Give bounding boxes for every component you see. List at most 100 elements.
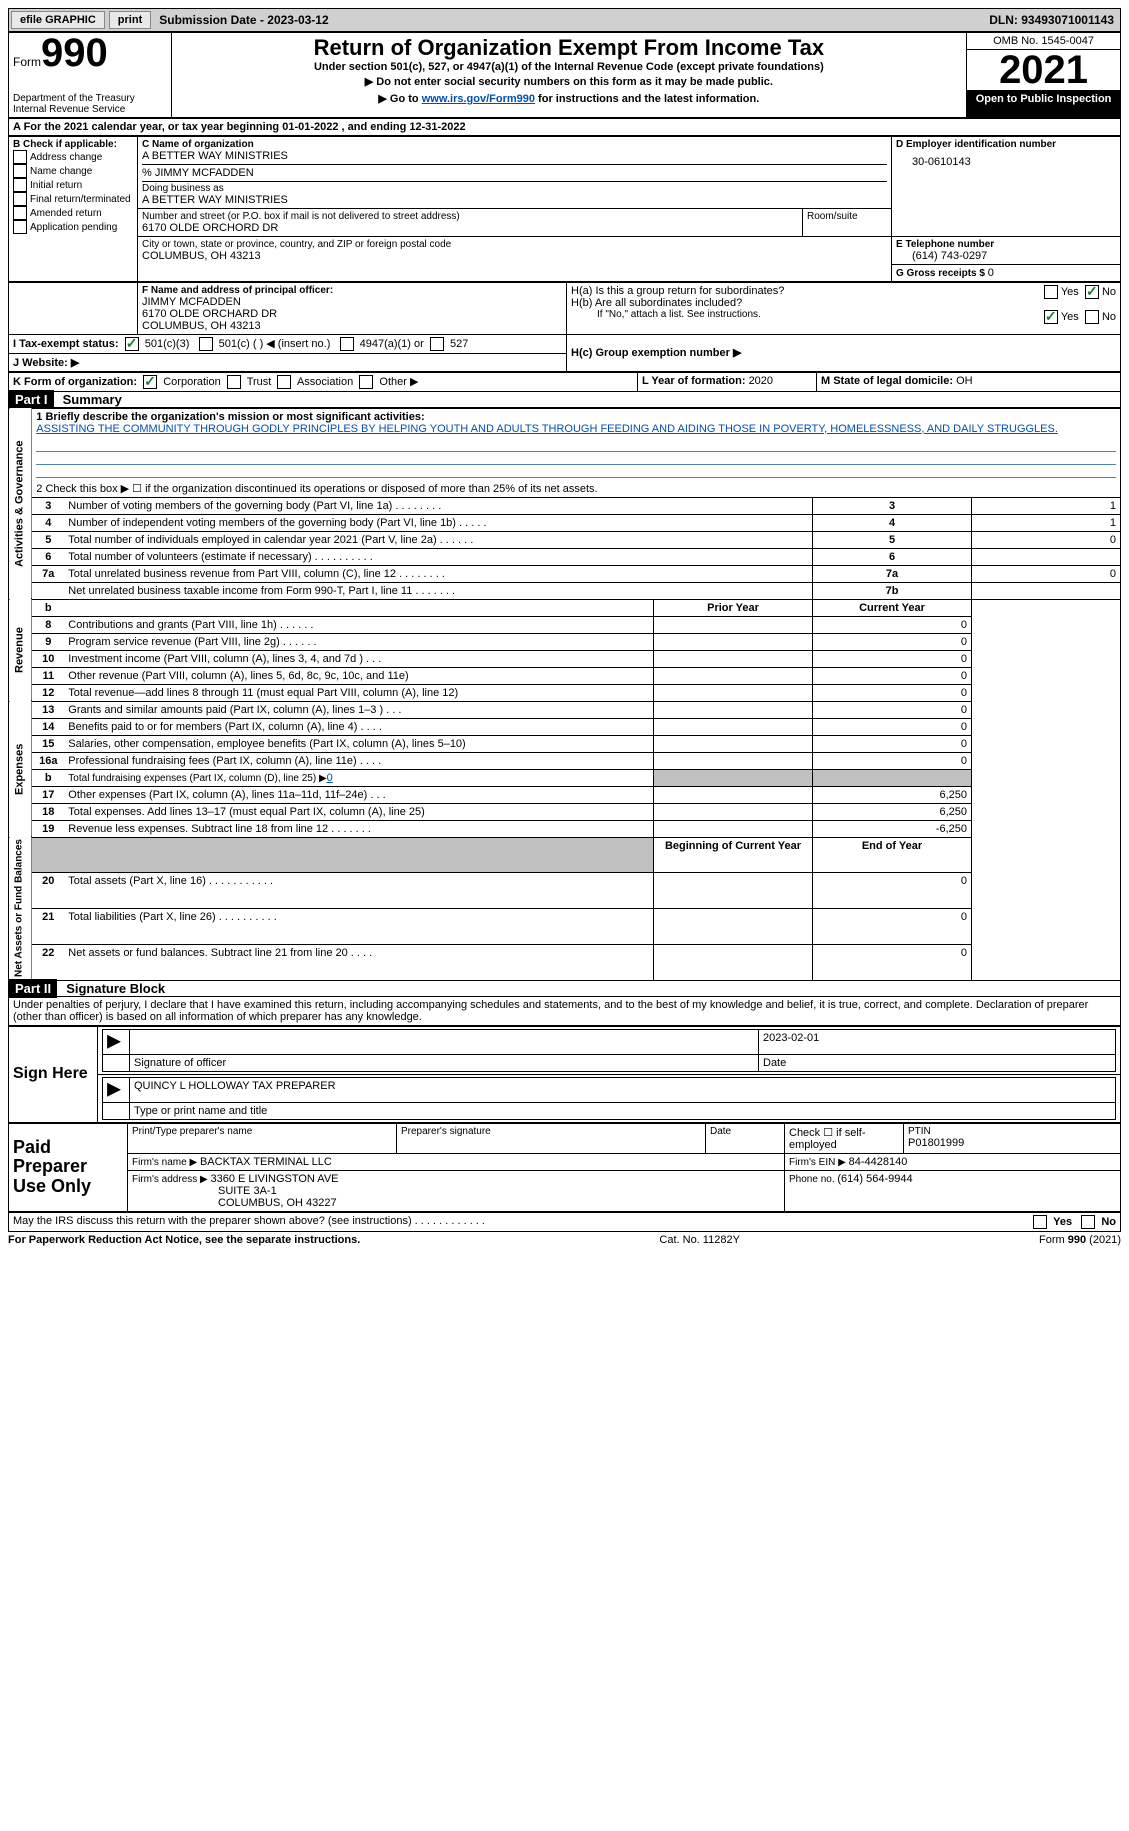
form-subtitle: Under section 501(c), 527, or 4947(a)(1)… <box>176 61 963 73</box>
expense-row-14: 14 Benefits paid to or for members (Part… <box>9 718 1121 735</box>
b-label: B Check if applicable: <box>13 139 133 150</box>
prep-phone: (614) 564-9944 <box>837 1173 912 1185</box>
irs-link[interactable]: www.irs.gov/Form990 <box>422 93 535 105</box>
tax-year: 2021 <box>967 50 1120 90</box>
part1-header: Part I Summary <box>8 392 1121 408</box>
sig-arrow-icon: ▸ <box>107 1024 121 1055</box>
officer-print-name: QUINCY L HOLLOWAY TAX PREPARER <box>130 1077 1116 1102</box>
checkbox-527[interactable] <box>430 337 444 351</box>
officer-addr2: COLUMBUS, OH 43213 <box>142 320 562 332</box>
form-footer: Form 990 (2021) <box>1039 1234 1121 1246</box>
mission-text: ASSISTING THE COMMUNITY THROUGH GODLY PR… <box>36 423 1116 435</box>
checkbox-ha-yes[interactable] <box>1044 285 1058 299</box>
summary-row-5: 5 Total number of individuals employed i… <box>9 531 1121 548</box>
form-word: Form <box>13 55 41 69</box>
e-phone-label: E Telephone number <box>896 239 1116 250</box>
m-label: M State of legal domicile: <box>821 375 956 387</box>
sign-here-label: Sign Here <box>13 1065 93 1083</box>
line-a-table: A For the 2021 calendar year, or tax yea… <box>8 118 1121 136</box>
checkbox-final[interactable] <box>13 192 27 206</box>
checkbox-corp[interactable] <box>143 375 157 389</box>
perjury-statement: Under penalties of perjury, I declare th… <box>8 997 1121 1026</box>
city-label: City or town, state or province, country… <box>142 239 887 250</box>
ein-value: 30-0610143 <box>896 150 1116 168</box>
m-value: OH <box>956 375 973 387</box>
form-header-table: Form990 Return of Organization Exempt Fr… <box>8 32 1121 118</box>
revenue-row-9: 9 Program service revenue (Part VIII, li… <box>9 633 1121 650</box>
checkbox-hb-no[interactable] <box>1085 310 1099 324</box>
vert-activities-governance: Activities & Governance <box>9 408 32 599</box>
street-label: Number and street (or P.O. box if mail i… <box>142 211 798 222</box>
checkbox-initial[interactable] <box>13 178 27 192</box>
checkbox-assoc[interactable] <box>277 375 291 389</box>
k-label: K Form of organization: <box>13 376 137 388</box>
checkbox-4947[interactable] <box>340 337 354 351</box>
expense-row-16a: 16a Professional fundraising fees (Part … <box>9 752 1121 769</box>
expense-row-18: 18 Total expenses. Add lines 13–17 (must… <box>9 803 1121 820</box>
netassets-row-20: 20 Total assets (Part X, line 16) . . . … <box>9 873 1121 909</box>
phone-value: (614) 743-0297 <box>896 250 1116 262</box>
checkbox-discuss-yes[interactable] <box>1033 1215 1047 1229</box>
expense-row-b: b Total fundraising expenses (Part IX, c… <box>9 769 1121 786</box>
hb-label: H(b) Are all subordinates included? <box>571 297 831 309</box>
firm-addr2: SUITE 3A-1 <box>132 1185 277 1197</box>
checkbox-ha-no[interactable] <box>1085 285 1099 299</box>
checkbox-501c-other[interactable] <box>199 337 213 351</box>
vert-revenue: Revenue <box>9 599 32 701</box>
g-gross-label: G Gross receipts $ <box>896 268 988 279</box>
vert-net-assets: Net Assets or Fund Balances <box>9 837 32 980</box>
print-button[interactable]: print <box>109 11 151 29</box>
signature-table: Sign Here ▸ 2023-02-01 Signature of offi… <box>8 1026 1121 1123</box>
netassets-row-21: 21 Total liabilities (Part X, line 26) .… <box>9 909 1121 945</box>
entity-info-table: B Check if applicable: Address change Na… <box>8 136 1121 282</box>
type-print-label: Type or print name and title <box>130 1102 1116 1119</box>
checkbox-discuss-no[interactable] <box>1081 1215 1095 1229</box>
sig-date-label: Date <box>759 1054 1116 1071</box>
f-label: F Name and address of principal officer: <box>142 285 562 296</box>
officer-addr1: 6170 OLDE ORCHARD DR <box>142 308 562 320</box>
prep-phone-label: Phone no. <box>789 1174 837 1185</box>
form-number: 990 <box>41 31 108 75</box>
officer-group-table: F Name and address of principal officer:… <box>8 282 1121 372</box>
footer: For Paperwork Reduction Act Notice, see … <box>8 1232 1121 1246</box>
instruction-goto: ▶ Go to www.irs.gov/Form990 for instruct… <box>176 90 963 107</box>
prep-date-label: Date <box>710 1126 780 1137</box>
firm-name-label: Firm's name ▶ <box>132 1157 200 1168</box>
submission-date: Submission Date - 2023-03-12 <box>153 13 989 27</box>
city-value: COLUMBUS, OH 43213 <box>142 250 887 262</box>
expense-row-15: 15 Salaries, other compensation, employe… <box>9 735 1121 752</box>
ptin-label: PTIN <box>908 1126 1116 1137</box>
summary-row-7a: 7a Total unrelated business revenue from… <box>9 565 1121 582</box>
part2-badge: Part II <box>9 979 57 998</box>
instruction-ssn: ▶ Do not enter social security numbers o… <box>176 73 963 90</box>
j-website-label: J Website: ▶ <box>13 357 79 369</box>
part1-title: Summary <box>57 392 122 407</box>
irs-label: Internal Revenue Service <box>13 104 167 115</box>
firm-addr-label: Firm's address ▶ <box>132 1174 211 1185</box>
summary-row-4: 4 Number of independent voting members o… <box>9 514 1121 531</box>
checkbox-hb-yes[interactable] <box>1044 310 1058 324</box>
revenue-row-10: 10 Investment income (Part VIII, column … <box>9 650 1121 667</box>
checkbox-name-change[interactable] <box>13 164 27 178</box>
print-name-label: Print/Type preparer's name <box>132 1126 392 1137</box>
revenue-row-12: 12 Total revenue—add lines 8 through 11 … <box>9 684 1121 701</box>
i-label: I Tax-exempt status: <box>13 338 119 350</box>
l-value: 2020 <box>749 375 773 387</box>
l-label: L Year of formation: <box>642 375 749 387</box>
checkbox-501c3[interactable] <box>125 337 139 351</box>
checkbox-amended[interactable] <box>13 206 27 220</box>
checkbox-addr-change[interactable] <box>13 150 27 164</box>
expense-row-19: 19 Revenue less expenses. Subtract line … <box>9 820 1121 837</box>
checkbox-trust[interactable] <box>227 375 241 389</box>
c-name-label: C Name of organization <box>142 139 887 150</box>
line2-checkbox-row: 2 Check this box ▶ ☐ if the organization… <box>32 480 1121 497</box>
expense-row-17: 17 Other expenses (Part IX, column (A), … <box>9 786 1121 803</box>
d-ein-label: D Employer identification number <box>896 139 1116 150</box>
top-bar: efile GRAPHIC print Submission Date - 20… <box>8 8 1121 32</box>
checkbox-app-pending[interactable] <box>13 220 27 234</box>
officer-name: JIMMY MCFADDEN <box>142 296 562 308</box>
dba-value: A BETTER WAY MINISTRIES <box>142 194 887 206</box>
firm-ein-label: Firm's EIN ▶ <box>789 1157 849 1168</box>
checkbox-other-org[interactable] <box>359 375 373 389</box>
discuss-row: May the IRS discuss this return with the… <box>8 1212 1121 1232</box>
